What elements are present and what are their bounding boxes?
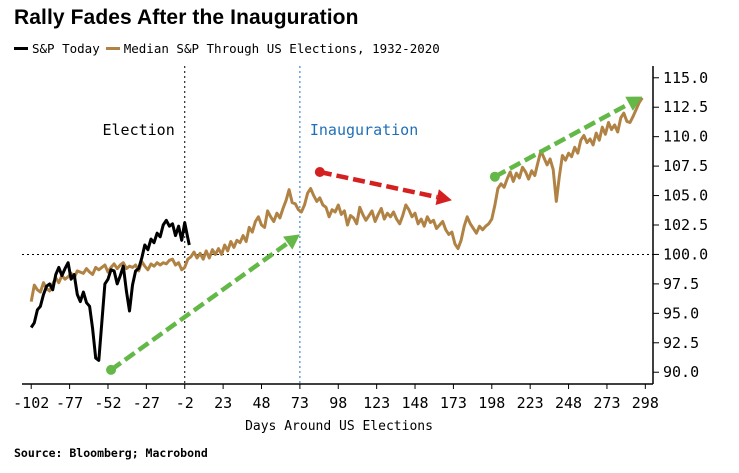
legend-item-median-sp: Median S&P Through US Elections, 1932-20…: [105, 40, 440, 56]
event-label-election: Election: [102, 121, 174, 139]
series-line-sp-today: [29, 218, 191, 362]
arrow-layer: [106, 96, 643, 375]
x-tick-label: -77: [56, 394, 83, 412]
x-tick-label: 98: [329, 394, 347, 412]
axes: -102 -77 -52 -27 -2 23 48 73 98 123 148 173 198 223 24…: [13, 66, 708, 412]
chart-title: Rally Fades After the Inauguration: [14, 6, 359, 29]
x-tick-label: -2: [176, 394, 194, 412]
legend-swatch-sp-today: [14, 46, 28, 50]
legend: S&P Today Median S&P Through US Election…: [14, 38, 440, 58]
source-note: Source: Bloomberg; Macrobond: [14, 446, 208, 460]
x-tick-label: -52: [94, 394, 121, 412]
trend-arrow-start-3: [489, 171, 500, 182]
trend-arrow-1: [109, 241, 290, 372]
y-tick-label: 105.0: [663, 187, 708, 205]
y-tick-label: 97.5: [663, 275, 699, 293]
y-tick-label: 92.5: [663, 334, 699, 352]
x-tick-label: 198: [478, 394, 505, 412]
x-tick-label: -102: [13, 394, 49, 412]
x-tick-label: 273: [593, 394, 620, 412]
x-tick-label: 48: [252, 394, 270, 412]
x-tick-label: 298: [632, 394, 659, 412]
x-axis-title: Days Around US Elections: [245, 419, 433, 434]
x-tick-label: 223: [517, 394, 544, 412]
x-tick-label: 23: [214, 394, 232, 412]
y-tick-label: 107.5: [663, 157, 708, 175]
trend-arrowhead-3: [625, 96, 643, 111]
y-tick-label: 112.5: [663, 98, 708, 116]
y-tick-label: 110.0: [663, 128, 708, 146]
y-tick-label: 102.5: [663, 216, 708, 234]
y-tick-label: 95.0: [663, 304, 699, 322]
trend-arrow-start-1: [106, 364, 117, 375]
y-tick-label: 115.0: [663, 69, 708, 87]
legend-label-median-sp: Median S&P Through US Elections, 1932-20…: [123, 40, 440, 56]
x-tick-label: -27: [133, 394, 160, 412]
trend-arrow-3: [493, 101, 631, 179]
event-label-inauguration: Inauguration: [310, 121, 418, 139]
y-tick-label: 90.0: [663, 363, 699, 381]
trend-arrow-2: [319, 169, 438, 200]
trend-arrowhead-1: [283, 234, 300, 250]
legend-swatch-median-sp: [105, 46, 120, 50]
legend-item-sp-today: S&P Today: [14, 41, 100, 56]
x-tick-label: 173: [440, 394, 467, 412]
x-tick-label: 148: [401, 394, 428, 412]
y-tick-label: 100.0: [663, 245, 708, 263]
trend-arrow-start-2: [314, 167, 325, 177]
x-tick-label: 73: [291, 394, 309, 412]
trend-arrowhead-2: [435, 189, 452, 205]
legend-label-sp-today: S&P Today: [32, 40, 100, 56]
x-tick-label: 123: [363, 394, 390, 412]
reference-lines: Election Inauguration: [22, 66, 653, 384]
x-tick-label: 248: [555, 394, 582, 412]
